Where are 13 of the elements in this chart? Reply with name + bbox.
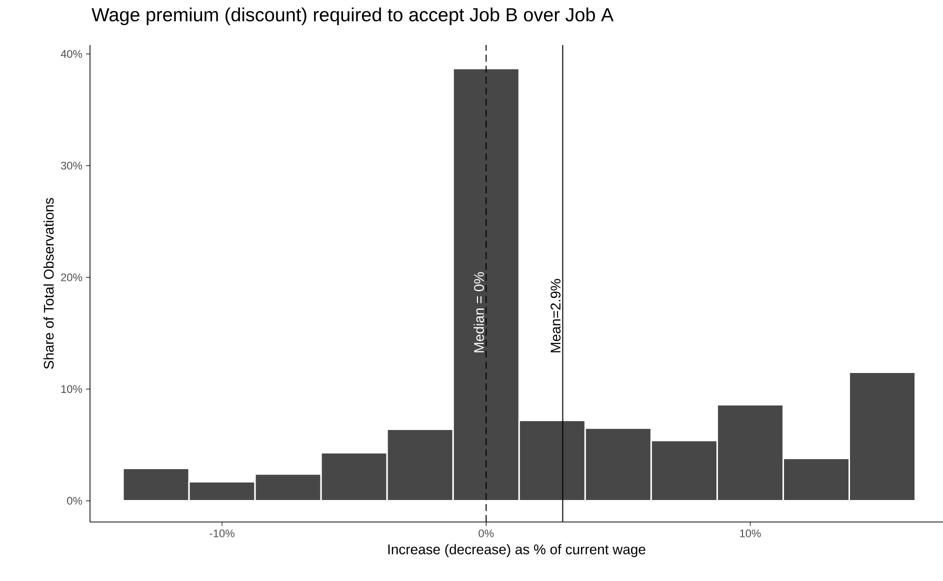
x-tick-label: 10% (740, 530, 761, 538)
y-tick-label: 40% (60, 50, 82, 58)
ref-line-label: Mean=2.9% (550, 279, 561, 352)
y-tick-label: 30% (60, 162, 82, 170)
x-tick-label: -10% (210, 530, 234, 538)
chart-title: Wage premium (discount) required to accept Job B over Job A (92, 8, 614, 26)
y-tick-label: 10% (61, 385, 82, 393)
x-tick-label: 0% (478, 530, 494, 538)
y-tick-label: 0% (67, 496, 82, 505)
ref-line-label: Median = 0% (474, 272, 484, 352)
y-tick-label: 20% (61, 273, 82, 282)
x-axis-title: Increase (decrease) as % of current wage (388, 544, 646, 558)
y-axis-title: Share of Total Observations (43, 198, 54, 369)
